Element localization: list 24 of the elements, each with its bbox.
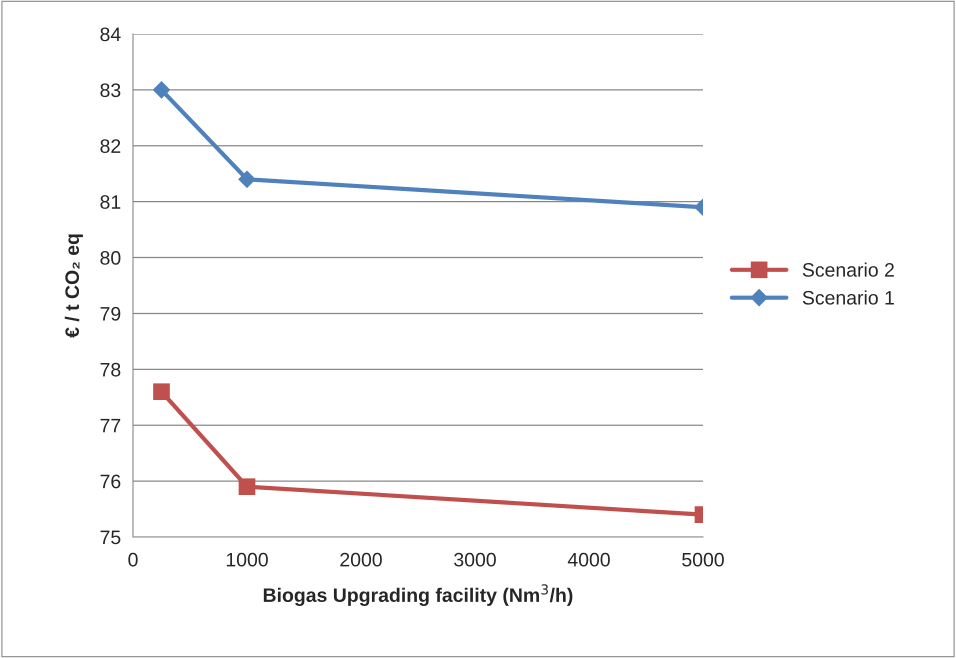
y-tick-label: 82 xyxy=(100,139,120,154)
y-tick-label: 78 xyxy=(100,362,120,377)
point xyxy=(152,81,170,98)
legend-label: Scenario 2 xyxy=(802,262,894,277)
x-tick-label: 3000 xyxy=(454,552,496,567)
x-axis-title: Biogas Upgrading facility (Nm$^{3}$/h) xyxy=(264,584,572,606)
y-tick-label: 77 xyxy=(100,418,120,432)
point xyxy=(238,170,256,188)
y-tick-label: 84 xyxy=(100,27,121,42)
x-tick-label: 4000 xyxy=(568,552,610,567)
x-tick-label: 5000 xyxy=(682,552,724,567)
y-axis-title: € / t CO₂ eq xyxy=(64,234,83,338)
point xyxy=(238,478,256,496)
y-tick-label: 76 xyxy=(100,474,120,488)
y-tick-label: 75 xyxy=(100,530,120,544)
y-tick-label: 79 xyxy=(100,306,120,321)
x-tick-label: 1000 xyxy=(226,552,268,567)
x-tick-label: 2000 xyxy=(340,552,382,567)
legend-label: Scenario 1 xyxy=(802,290,894,305)
x-tick-label: 0 xyxy=(128,552,138,567)
y-tick-label: 80 xyxy=(100,251,120,265)
point xyxy=(153,383,170,400)
y-tick-label: 81 xyxy=(100,195,120,209)
y-tick-label: 83 xyxy=(100,83,120,98)
